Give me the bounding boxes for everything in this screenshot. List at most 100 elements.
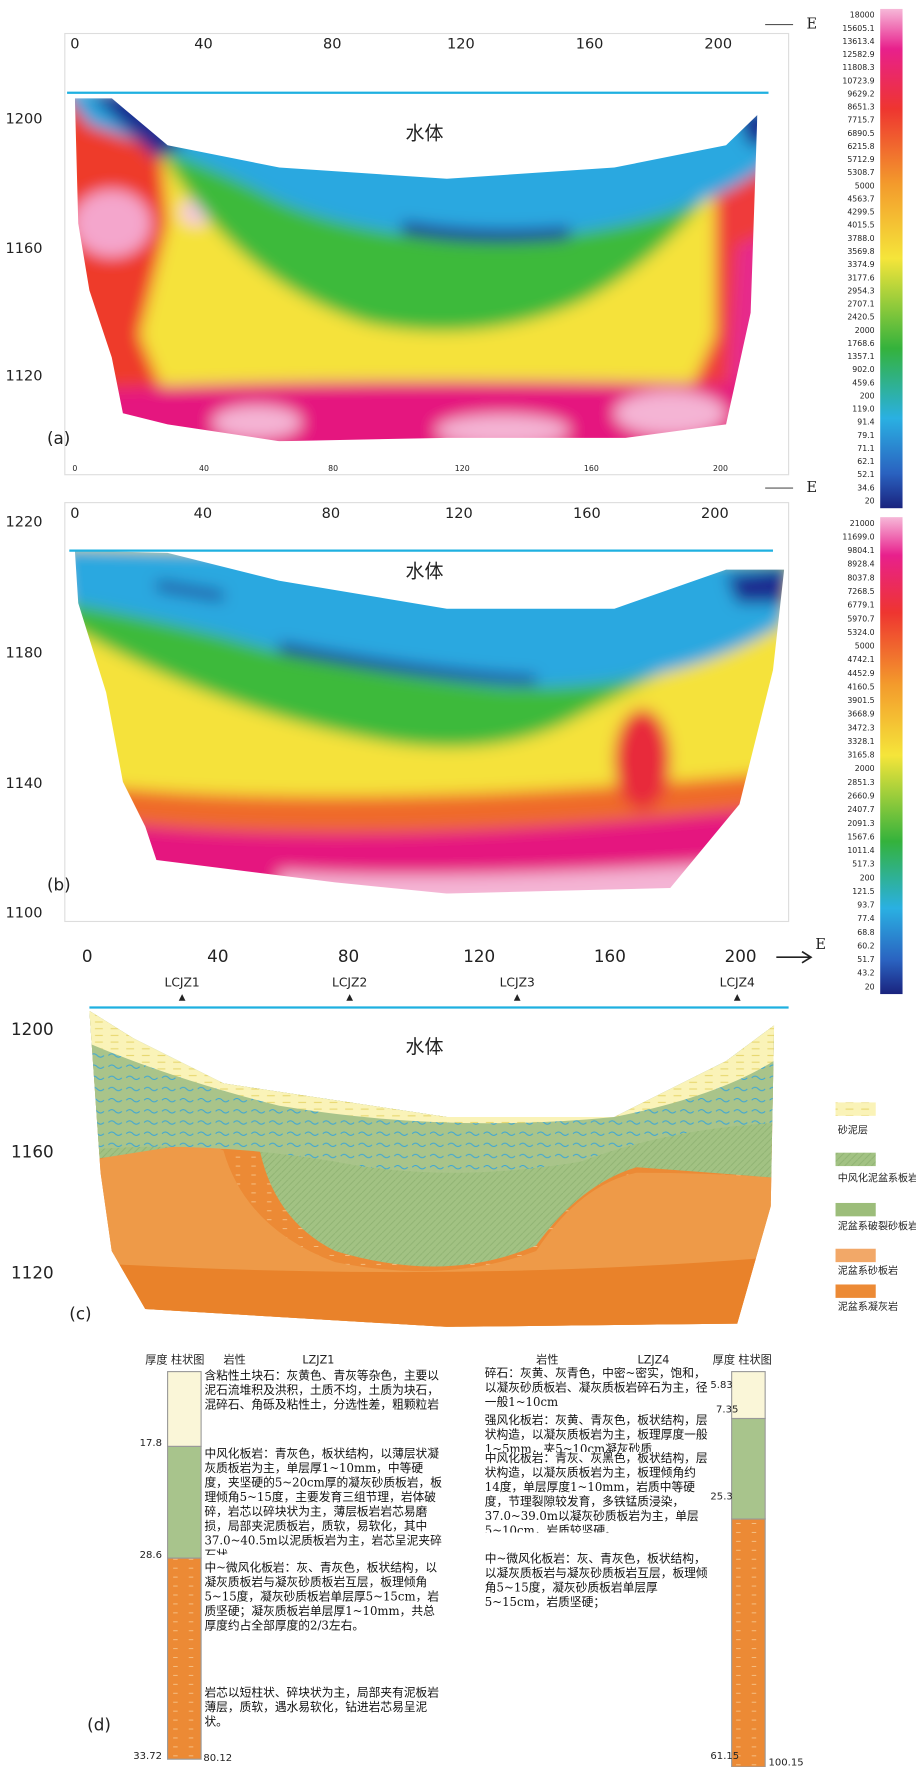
legend-swatch [835,1284,876,1298]
colorbar-label: 12582.9 [842,50,874,59]
depth-label: 33.72 [133,1751,162,1762]
y-tick-label: 1200 [11,1019,54,1039]
colorbar-label: 3328.1 [847,737,874,746]
colorbar-label: 13613.4 [842,37,874,46]
x-tick-label: 200 [701,506,729,522]
colorbar-label: 459.6 [852,378,874,387]
text-block: 中~微风化板岩：灰、青灰色，板状结构，以凝灰质板岩与凝灰砂质板岩互层，板理倾角5… [484,1552,708,1610]
legend-label: 泥盆系凝灰岩 [838,1300,898,1313]
colorbar-label: 2420.5 [847,313,874,322]
depth-label: 100.15 [769,1758,804,1767]
colorbar-label: 62.1 [857,457,874,466]
colorbar [880,8,903,509]
y-tick-label: 1120 [6,368,43,384]
depth-label: 7.35 [716,1405,738,1416]
column-header: 厚度 [713,1352,735,1366]
colorbar-label: 10723.9 [842,76,874,85]
water-label: 水体 [406,123,444,145]
colorbar-label: 119.0 [852,405,874,414]
colorbar-label: 15605.1 [842,24,874,33]
panel-label: (d) [87,1715,111,1735]
colorbar-label: 2091.3 [847,819,874,828]
colorbar-label: 8651.3 [847,103,874,112]
y-tick-label: 1220 [6,515,43,531]
colorbar-label: 3177.6 [847,273,874,282]
legend-swatch [835,1248,876,1263]
lithology-description: 中风化板岩：青灰色，板状结构，以薄层状凝灰质板岩为主，单层厚1~10mm，中等硬… [204,1447,443,1555]
colorbar-label: 4299.5 [847,208,874,217]
colorbar-label: 2954.3 [847,286,874,295]
text-block: 中风化板岩：青灰色，板状结构，以薄层状凝灰质板岩为主，单层厚1~10mm，中等硬… [204,1447,443,1555]
colorbar-label: 93.7 [857,901,874,910]
colorbar-label: 5000 [855,181,875,190]
colorbar-label: 91.4 [857,418,874,427]
depth-label: 17.8 [140,1438,162,1449]
direction-arrow [776,950,813,964]
colorbar-label: 1768.6 [847,339,874,348]
depth-label: 5.83 [710,1380,732,1391]
legend-swatch [835,1152,876,1167]
x-tick-label: 200 [713,464,728,473]
colorbar-label: 1357.1 [847,352,874,361]
column-layer [731,1417,766,1520]
x-tick-label: 160 [573,506,601,522]
depth-label: 80.12 [203,1753,232,1764]
lithology-description: 中~微风化板岩：灰、青灰色，板状结构，以凝灰质板岩与凝灰砂质板岩互层，板理倾角5… [484,1552,708,1610]
x-tick-label: 120 [455,464,470,473]
colorbar-label: 71.1 [857,444,874,453]
colorbar-label: 9629.2 [847,89,874,98]
x-tick-label: 0 [82,946,93,966]
x-tick-label: 160 [594,946,626,966]
y-tick-label: 1140 [6,776,43,792]
y-tick-label: 1100 [6,906,43,922]
column-layer [167,1557,202,1760]
x-tick-label: 40 [207,946,228,966]
lithology-description: 碎石：灰黄、灰青色，中密~密实，饱和，以凝灰砂质板岩、凝灰质板岩碎石为主，径一般… [484,1367,708,1410]
x-tick-label: 80 [338,946,359,966]
text-block: 中~微风化板岩：灰、青灰色，板状结构，以凝灰质板岩与凝灰砂质板岩互层，板理倾角5… [204,1561,439,1632]
y-tick-label: 1160 [6,241,43,257]
text-block: 碎石：灰黄、灰青色，中密~密实，饱和，以凝灰砂质板岩、凝灰质板岩碎石为主，径一般… [484,1367,708,1410]
colorbar-label: 3569.8 [847,247,874,256]
colorbar-label: 3374.9 [847,260,874,269]
y-tick-label: 1180 [6,645,43,661]
colorbar-label: 902.0 [852,365,874,374]
colorbar-label: 6215.8 [847,142,874,151]
colorbar-label: 4563.7 [847,194,874,203]
x-tick-label: 120 [463,946,495,966]
colorbar-label: 8928.4 [847,560,874,569]
colorbar-label: 7268.5 [847,587,874,596]
x-tick-label: 0 [72,464,77,473]
colorbar-label: 43.2 [857,969,874,978]
colorbar-label: 2000 [855,326,875,335]
x-tick-label: 0 [70,37,79,53]
column-header: 柱状图 [738,1352,771,1366]
text-block: 含粘性土块石：灰黄色、青灰等杂色，主要以泥石流堆积及洪积，土质不均，土质为块石，… [204,1369,440,1412]
colorbar-label: 8037.8 [847,573,874,582]
text-block: 岩芯以短柱状、碎块状为主，局部夹有泥板岩薄层，质软，遇水易软化，钻进岩芯易呈泥状… [204,1687,439,1729]
text-block: 强风化板岩：灰黄、青灰色，板状结构，层状构造，以凝灰质板岩为主，板理厚度一般1~… [485,1414,708,1452]
direction-label: E [815,937,826,953]
x-tick-label: 80 [328,464,338,473]
colorbar-label: 5970.7 [847,614,874,623]
colorbar-label: 51.7 [857,955,874,964]
column-layer [731,1518,766,1768]
colorbar-label: 52.1 [857,470,874,479]
colorbar-label: 4742.1 [847,655,874,664]
legend-label: 砂泥层 [838,1123,868,1136]
x-tick-label: 200 [704,37,732,53]
borehole-label: LCJZ4 [720,975,755,989]
colorbar-label: 517.3 [852,860,874,869]
colorbar-label: 11808.3 [842,63,874,72]
colorbar-label: 5324.0 [847,628,874,637]
direction-label: E [806,480,817,496]
y-tick-label: 1200 [6,112,43,128]
colorbar-label: 1011.4 [847,846,874,855]
column-header: 厚度 [145,1352,167,1366]
colorbar-label: 5308.7 [847,168,874,177]
x-tick-label: 80 [323,37,341,53]
lithology-description: 含粘性土块石：灰黄色、青灰等杂色，主要以泥石流堆积及洪积，土质不均，土质为块石，… [204,1369,440,1412]
y-tick-label: 1120 [11,1262,54,1282]
colorbar-label: 5000 [855,642,875,651]
